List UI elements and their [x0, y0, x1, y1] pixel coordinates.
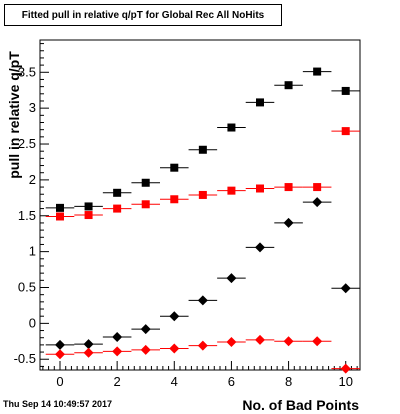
data-point-diamond — [112, 332, 123, 342]
data-point-square — [170, 163, 179, 172]
data-point-diamond — [197, 340, 208, 351]
series-0 — [45, 67, 360, 212]
data-point-square — [84, 211, 93, 220]
y-tick-label: 3.5 — [18, 64, 36, 79]
data-point-square — [341, 86, 350, 95]
series-2 — [45, 197, 360, 350]
data-point-diamond — [312, 197, 323, 208]
data-point-diamond — [140, 344, 151, 355]
data-point-square — [113, 204, 122, 213]
data-point-square — [313, 67, 322, 76]
footer-timestamp: Thu Sep 14 10:49:57 2017 — [3, 399, 113, 409]
data-point-square — [141, 178, 150, 187]
data-point-square — [313, 183, 322, 192]
y-tick-label: 2.5 — [18, 136, 36, 151]
data-point-diamond — [255, 334, 265, 345]
data-point-diamond — [169, 343, 180, 354]
y-tick-label: 0 — [29, 315, 36, 330]
data-point-square — [227, 186, 236, 195]
data-point-diamond — [55, 339, 65, 350]
data-series — [45, 67, 360, 374]
data-point-diamond — [83, 347, 94, 358]
data-point-square — [113, 188, 122, 197]
data-point-diamond — [312, 336, 323, 347]
data-point-diamond — [112, 346, 123, 357]
series-1 — [45, 127, 360, 221]
x-tick-label: 8 — [285, 374, 292, 389]
data-point-diamond — [140, 324, 151, 335]
data-point-square — [198, 190, 207, 199]
x-tick-label: 4 — [171, 374, 178, 389]
y-axis: -0.5 0 0.5 1 1.5 2 2.5 3 3.5 — [14, 43, 49, 367]
data-point-square — [284, 183, 293, 192]
x-tick-label: 2 — [114, 374, 121, 389]
data-point-square — [284, 81, 293, 90]
chart-title: Fitted pull in relative q/pT for Global … — [4, 4, 282, 26]
data-point-diamond — [226, 337, 237, 348]
data-point-diamond — [197, 295, 208, 306]
data-point-diamond — [340, 283, 351, 294]
x-axis: 0 2 4 6 8 10 — [42, 361, 358, 389]
series-3 — [45, 334, 360, 374]
data-point-square — [227, 123, 236, 132]
x-tick-label: 0 — [56, 374, 63, 389]
data-point-diamond — [55, 349, 65, 360]
data-point-square — [141, 200, 150, 209]
x-axis-label: No. of Bad Points — [242, 397, 359, 413]
data-point-diamond — [169, 311, 180, 322]
data-point-square — [198, 145, 207, 154]
data-point-diamond — [340, 363, 351, 374]
data-point-square — [56, 212, 64, 221]
data-point-square — [256, 184, 264, 193]
data-point-square — [256, 98, 264, 107]
data-point-diamond — [283, 217, 294, 228]
y-tick-label: 2 — [29, 172, 36, 187]
y-tick-label: 0.5 — [18, 280, 36, 295]
data-point-diamond — [83, 339, 94, 350]
data-point-square — [341, 127, 350, 136]
x-tick-label: 6 — [228, 374, 235, 389]
y-tick-label: 1.5 — [18, 208, 36, 223]
data-point-square — [84, 202, 93, 211]
plot-frame — [39, 39, 361, 371]
data-point-diamond — [283, 336, 294, 347]
data-point-diamond — [226, 273, 237, 284]
y-tick-label: 1 — [29, 244, 36, 259]
x-tick-label: 10 — [338, 374, 352, 389]
y-tick-label: 3 — [29, 100, 36, 115]
y-tick-label: -0.5 — [14, 351, 36, 366]
data-point-square — [56, 203, 64, 212]
data-point-diamond — [255, 242, 265, 253]
y-axis-label: pull in relative q/pT — [6, 51, 22, 179]
data-point-square — [170, 195, 179, 204]
